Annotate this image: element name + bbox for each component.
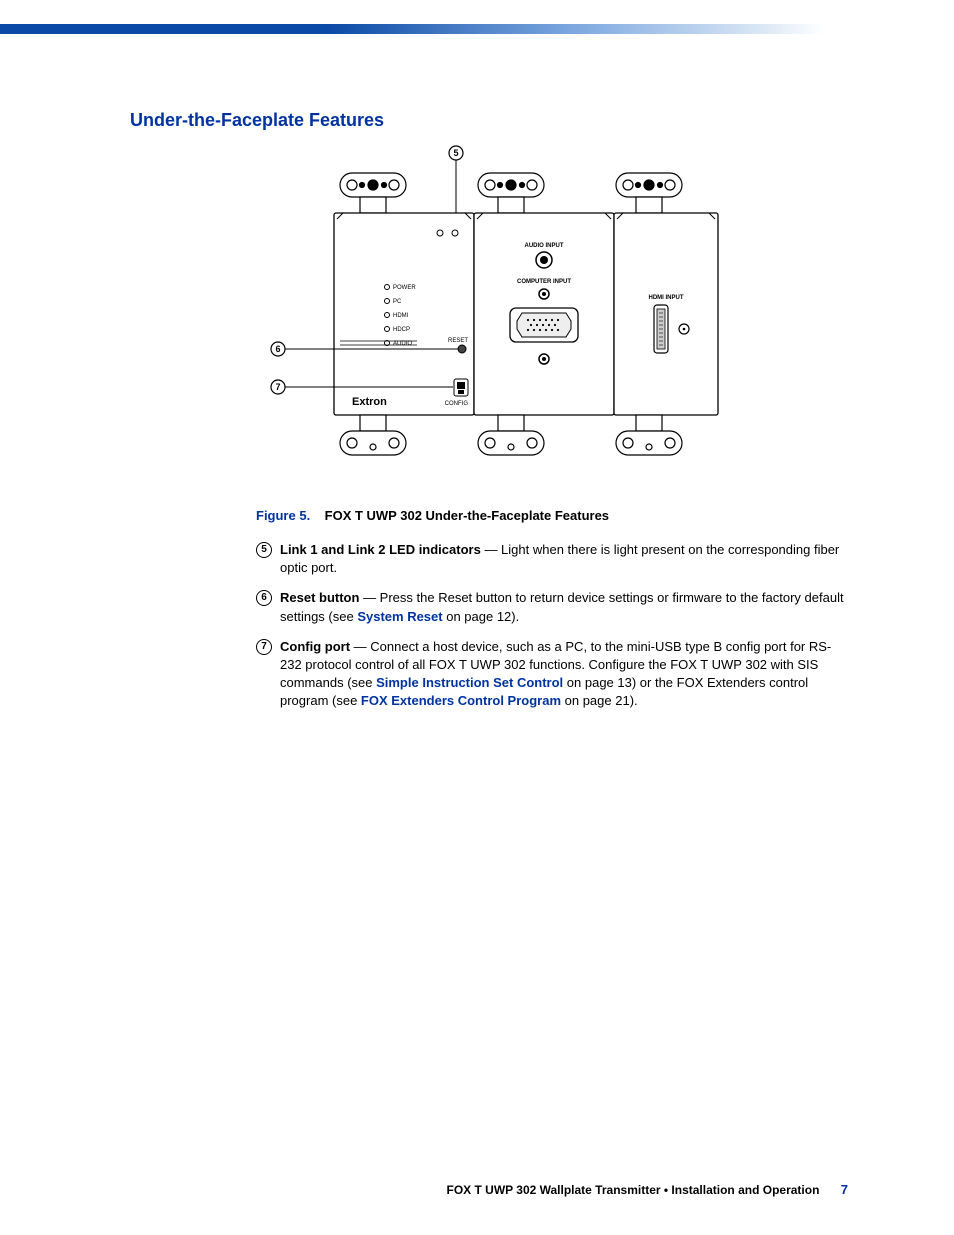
page-number: 7 xyxy=(841,1182,848,1197)
item-body: Config port — Connect a host device, suc… xyxy=(280,638,850,711)
callout-number: 7 xyxy=(256,639,272,655)
list-item: 6 Reset button — Press the Reset button … xyxy=(256,589,850,625)
callout-7-label: 7 xyxy=(275,382,280,392)
callout-6-label: 6 xyxy=(275,344,280,354)
item-lead: Config port xyxy=(280,639,350,654)
page-footer: FOX T UWP 302 Wallplate Transmitter • In… xyxy=(0,1182,954,1197)
footer-text: FOX T UWP 302 Wallplate Transmitter • In… xyxy=(446,1183,819,1197)
section-title: Under-the-Faceplate Features xyxy=(130,110,850,131)
item-lead: Reset button xyxy=(280,590,359,605)
item-body: Reset button — Press the Reset button to… xyxy=(280,589,850,625)
callout-number: 6 xyxy=(256,590,272,606)
item-body: Link 1 and Link 2 LED indicators — Light… xyxy=(280,541,850,577)
list-item: 7 Config port — Connect a host device, s… xyxy=(256,638,850,711)
brand-label: Extron xyxy=(352,396,387,408)
item-lead: Link 1 and Link 2 LED indicators xyxy=(280,542,481,557)
label-audio: AUDIO xyxy=(393,341,412,347)
figure-caption: Figure 5. FOX T UWP 302 Under-the-Facepl… xyxy=(256,508,850,523)
link-sis-control[interactable]: Simple Instruction Set Control xyxy=(376,675,563,690)
figure-text: FOX T UWP 302 Under-the-Faceplate Featur… xyxy=(325,508,609,523)
list-item: 5 Link 1 and Link 2 LED indicators — Lig… xyxy=(256,541,850,577)
label-hdmi-input: HDMI INPUT xyxy=(649,295,684,301)
faceplate-diagram: 5 xyxy=(260,145,720,490)
page-content: Under-the-Faceplate Features 5 xyxy=(130,110,850,723)
link-system-reset[interactable]: System Reset xyxy=(357,609,442,624)
callout-number: 5 xyxy=(256,542,272,558)
label-computer-input: COMPUTER INPUT xyxy=(517,279,571,285)
item-text: on page 21). xyxy=(561,693,638,708)
label-hdcp: HDCP xyxy=(393,327,410,333)
label-power: POWER xyxy=(393,285,416,291)
label-pc: PC xyxy=(393,299,402,305)
label-audio-input: AUDIO INPUT xyxy=(525,243,564,249)
label-hdmi: HDMI xyxy=(393,313,409,319)
item-text: on page 12). xyxy=(443,609,520,624)
link-fox-extenders[interactable]: FOX Extenders Control Program xyxy=(361,693,561,708)
figure-label: Figure 5. xyxy=(256,508,310,523)
callout-5-label: 5 xyxy=(453,148,458,158)
header-gradient-bar xyxy=(0,24,824,34)
label-config: CONFIG xyxy=(445,401,469,407)
label-reset: RESET xyxy=(448,338,468,344)
